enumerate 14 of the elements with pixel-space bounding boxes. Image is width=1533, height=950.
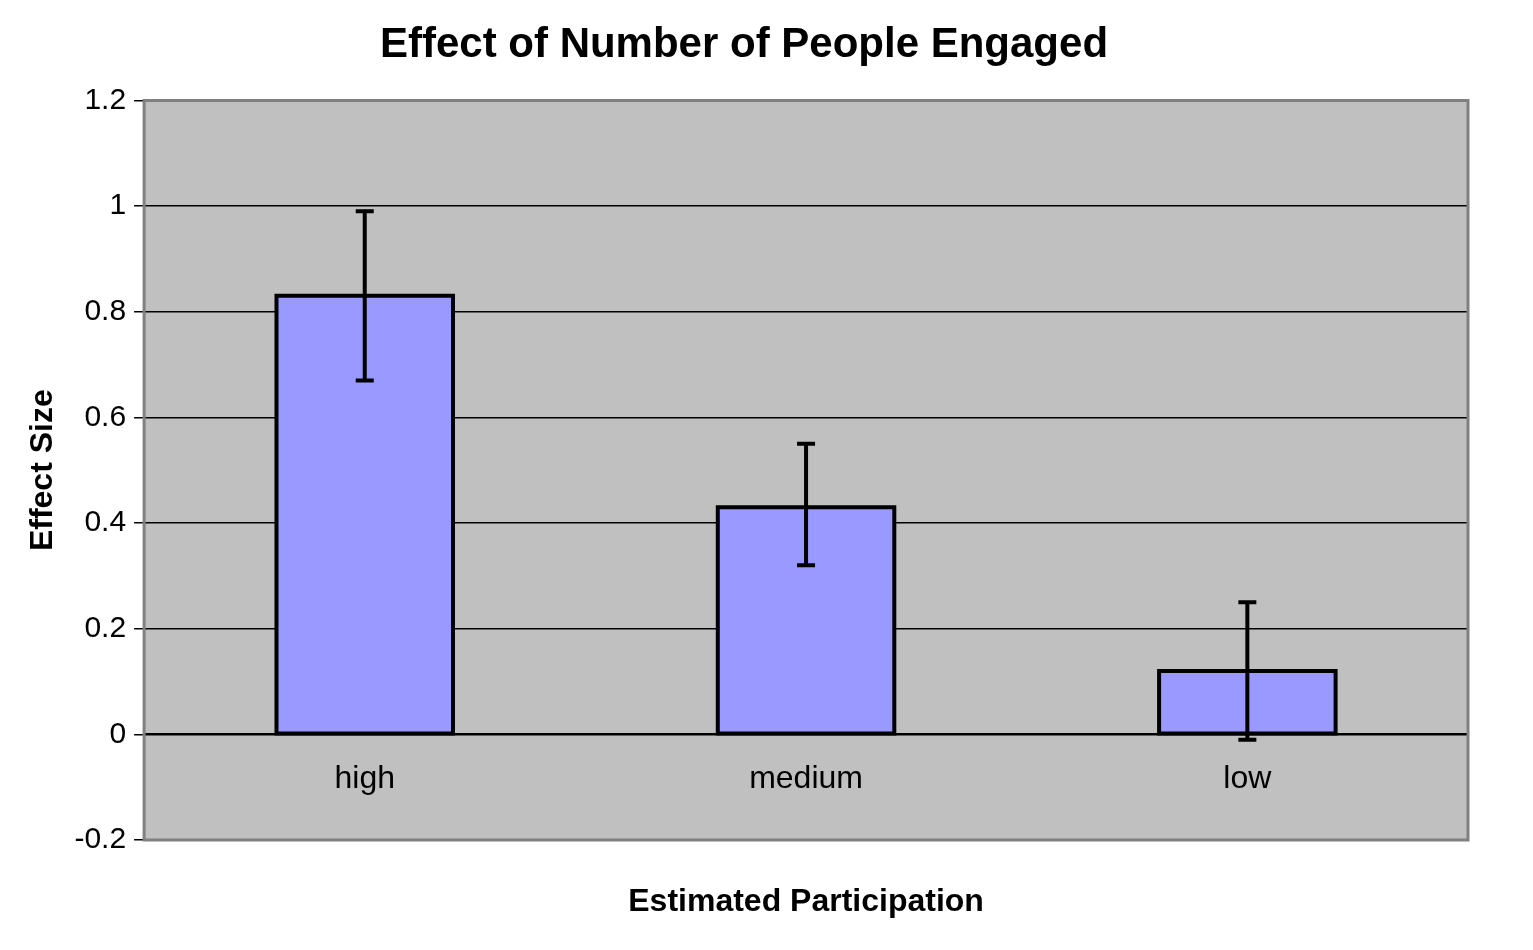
- y-tick-label: 1.2: [84, 81, 127, 115]
- y-tick-label: 1: [109, 187, 127, 221]
- y-tick-label: 0.2: [84, 609, 127, 643]
- chart-title: Effect of Number of People Engaged: [379, 18, 1109, 66]
- y-tick-label: -0.2: [74, 821, 127, 855]
- y-tick-label: 0.6: [84, 398, 127, 432]
- x-axis-title: Estimated Participation: [628, 881, 984, 918]
- x-tick-label: medium: [749, 759, 863, 796]
- y-tick-label: 0: [109, 715, 127, 749]
- x-tick-label: high: [334, 759, 395, 796]
- y-tick-label: 0.4: [84, 504, 127, 538]
- y-tick-label: 0.8: [84, 292, 127, 326]
- y-axis-title: Effect Size: [23, 389, 60, 552]
- x-tick-label: low: [1223, 759, 1273, 796]
